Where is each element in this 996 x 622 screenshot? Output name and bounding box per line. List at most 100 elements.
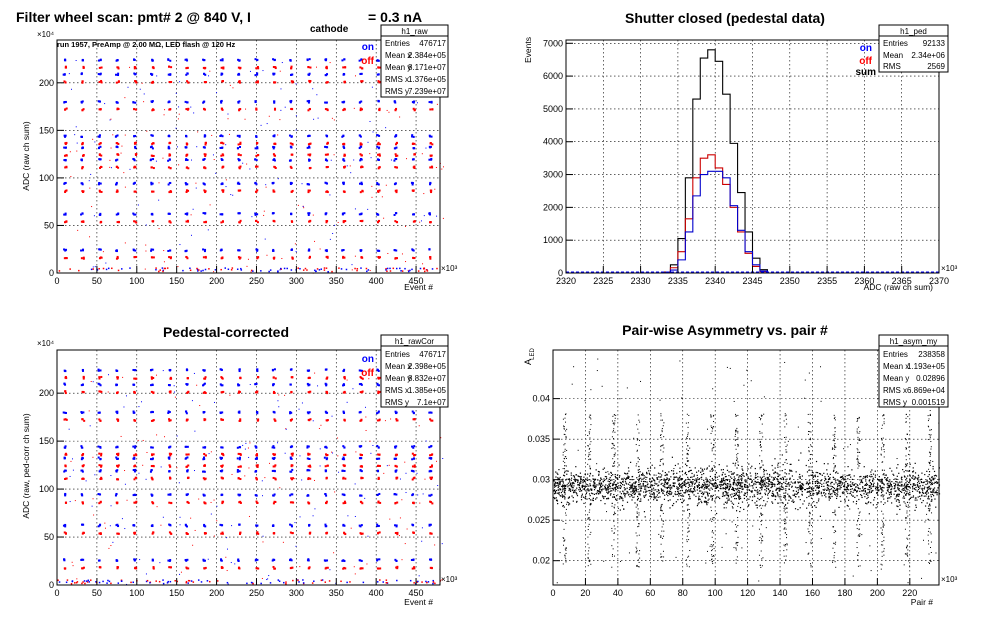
cor-off-point	[396, 567, 399, 570]
cor-baseline-point	[434, 582, 436, 585]
asym-band-point	[705, 497, 707, 499]
cor-on-point	[376, 457, 379, 460]
raw-off-point	[291, 153, 294, 156]
raw-on-point	[360, 183, 363, 186]
ped-stats-name: h1_ped	[900, 27, 927, 36]
raw-transition-point	[75, 60, 77, 62]
cor-off-point	[204, 377, 207, 380]
raw-off-point	[255, 108, 258, 111]
cor-off-point	[274, 453, 277, 456]
raw-on-point	[308, 58, 311, 61]
cor-transition-point	[226, 570, 228, 572]
raw-on-point	[221, 135, 224, 138]
raw-off-point	[98, 143, 101, 146]
asym-band-point	[563, 487, 566, 489]
asym-band-point	[613, 487, 615, 489]
asym-band-point	[792, 494, 794, 496]
raw-on-point	[290, 182, 293, 185]
asym-band-point	[689, 485, 691, 487]
asym-band-point	[640, 480, 643, 482]
raw-off-point	[342, 221, 345, 224]
asym-band-point	[714, 490, 716, 492]
raw-transition-point	[143, 101, 145, 103]
cor-transition-point	[112, 541, 114, 543]
asym-band-point	[847, 484, 849, 486]
asym-band-point	[764, 480, 766, 482]
asym-band-point	[566, 501, 568, 503]
asym-band-point	[600, 488, 602, 491]
asym-band-point	[556, 472, 558, 474]
cor-transition-point	[74, 500, 76, 502]
asym-band-point	[588, 490, 590, 492]
raw-on-point	[256, 59, 259, 62]
raw-on-point	[132, 157, 135, 160]
raw-stats-val-0: 476717	[419, 39, 446, 48]
cor-off-point	[307, 418, 310, 421]
asym-band-point	[711, 488, 714, 490]
raw-off-point	[255, 107, 258, 110]
cor-off-point	[133, 478, 136, 481]
cor-off-point	[324, 465, 327, 468]
asym-band-point	[592, 497, 594, 499]
cor-on-point	[377, 369, 380, 372]
cor-legend-on: on	[362, 354, 374, 365]
asym-band-point	[592, 499, 594, 502]
cor-baseline-point	[149, 582, 151, 584]
raw-baseline-point	[331, 270, 333, 273]
cor-on-point	[308, 469, 311, 472]
raw-baseline-point	[302, 269, 305, 271]
cor-off-point	[325, 419, 328, 422]
raw-on-point	[308, 183, 311, 186]
asym-band-point	[580, 476, 582, 478]
asym-band-point	[873, 499, 875, 501]
cor-off-point	[289, 531, 292, 534]
asym-band-point	[927, 487, 929, 489]
cor-transition-point	[301, 479, 303, 481]
raw-off-point	[359, 191, 362, 194]
raw-on-point	[116, 158, 119, 161]
asym-band-point	[558, 491, 560, 494]
raw-on-point	[167, 58, 170, 61]
asym-band-point	[903, 484, 906, 486]
raw-on-point	[393, 213, 396, 216]
cor-baseline-point	[320, 579, 323, 582]
cor-on-point	[359, 369, 362, 372]
asym-band-point	[558, 481, 560, 483]
asym-band-point	[615, 477, 617, 479]
asym-band-point	[621, 477, 623, 480]
asym-band-point	[707, 492, 709, 494]
asym-band-point	[664, 474, 666, 477]
asym-band-point	[767, 485, 769, 487]
asym-band-point	[624, 480, 627, 482]
asym-band-point	[815, 506, 817, 508]
cor-off-point	[100, 465, 103, 468]
asym-band-point	[785, 488, 787, 490]
cor-transition-point	[384, 420, 386, 422]
cor-off-point	[151, 477, 154, 480]
cor-on-point	[97, 368, 100, 371]
asym-band-point	[562, 478, 564, 480]
asym-band-point	[735, 493, 737, 496]
cor-off-point	[202, 477, 205, 480]
asym-band-point	[810, 490, 812, 493]
raw-baseline-point	[166, 267, 169, 269]
ped-xtick-label: 2320	[556, 276, 576, 286]
asym-band-point	[821, 474, 823, 476]
asym-band-point	[660, 509, 662, 511]
asym-band-point	[624, 494, 626, 497]
asym-band-point	[926, 490, 928, 492]
asym-band-point	[728, 489, 730, 491]
raw-off-point	[152, 108, 155, 111]
asym-band-point	[742, 488, 744, 490]
cor-off-point	[220, 567, 223, 570]
asym-band-point	[732, 473, 734, 475]
cor-off-point	[83, 419, 86, 422]
asym-band-point	[880, 501, 882, 503]
asym-band-point	[557, 486, 559, 489]
raw-x-exponent: ×10³	[441, 264, 458, 273]
asym-band-point	[886, 486, 888, 489]
asym-band-point	[614, 487, 616, 489]
asym-band-point	[647, 467, 649, 470]
cor-transition-point	[92, 498, 94, 500]
asym-band-point	[618, 485, 620, 487]
